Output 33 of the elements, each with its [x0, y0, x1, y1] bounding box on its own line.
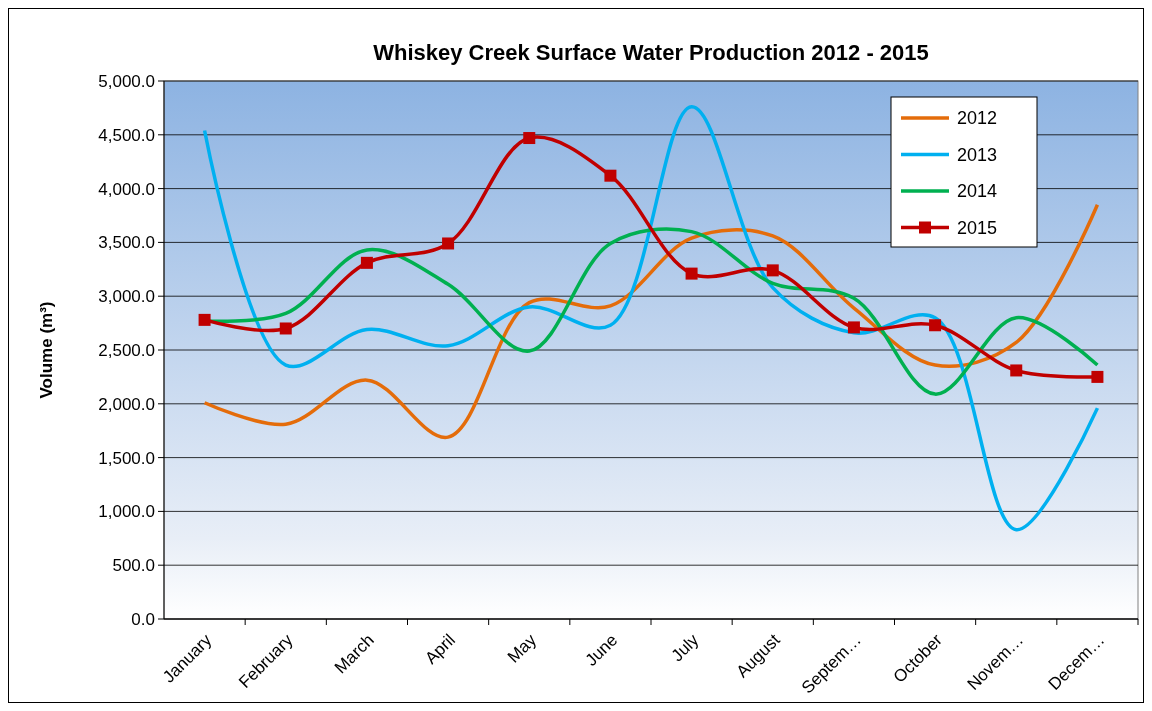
legend-label: 2013	[957, 144, 998, 165]
legend-label: 2015	[957, 217, 998, 238]
y-tick-label: 2,500.0	[98, 340, 155, 360]
point	[279, 322, 292, 335]
y-tick-label: 0.0	[131, 609, 155, 629]
y-tick-label: 4,000.0	[98, 179, 155, 199]
line-series	[202, 202, 1100, 439]
point	[847, 321, 860, 334]
y-tick-label: 500.0	[112, 556, 155, 576]
y-axis-title: Volume (m³)	[37, 301, 56, 399]
chart-title: Whiskey Creek Surface Water Production 2012 - 2015	[373, 40, 929, 65]
y-tick-label: 2,000.0	[98, 394, 155, 414]
y-tick-label: 1,500.0	[98, 448, 155, 468]
point	[442, 237, 455, 250]
y-tick-label: 4,500.0	[98, 125, 155, 145]
point	[929, 319, 942, 332]
y-tick-label: 5,000.0	[98, 71, 155, 91]
point	[604, 169, 617, 182]
point	[766, 264, 779, 277]
line-series	[202, 105, 1100, 532]
y-tick-label: 3,000.0	[98, 287, 155, 307]
point	[1010, 364, 1023, 377]
point	[685, 267, 698, 280]
x-tick-label: July	[667, 630, 703, 666]
x-tick-label: May	[503, 630, 541, 667]
y-tick-label: 1,000.0	[98, 502, 155, 522]
point	[198, 313, 211, 326]
legend-label: 2012	[957, 108, 998, 129]
legend-label: 2014	[957, 181, 998, 202]
point	[523, 132, 536, 145]
y-tick-label: 3,500.0	[98, 233, 155, 253]
point	[1091, 370, 1104, 383]
point	[360, 256, 373, 269]
